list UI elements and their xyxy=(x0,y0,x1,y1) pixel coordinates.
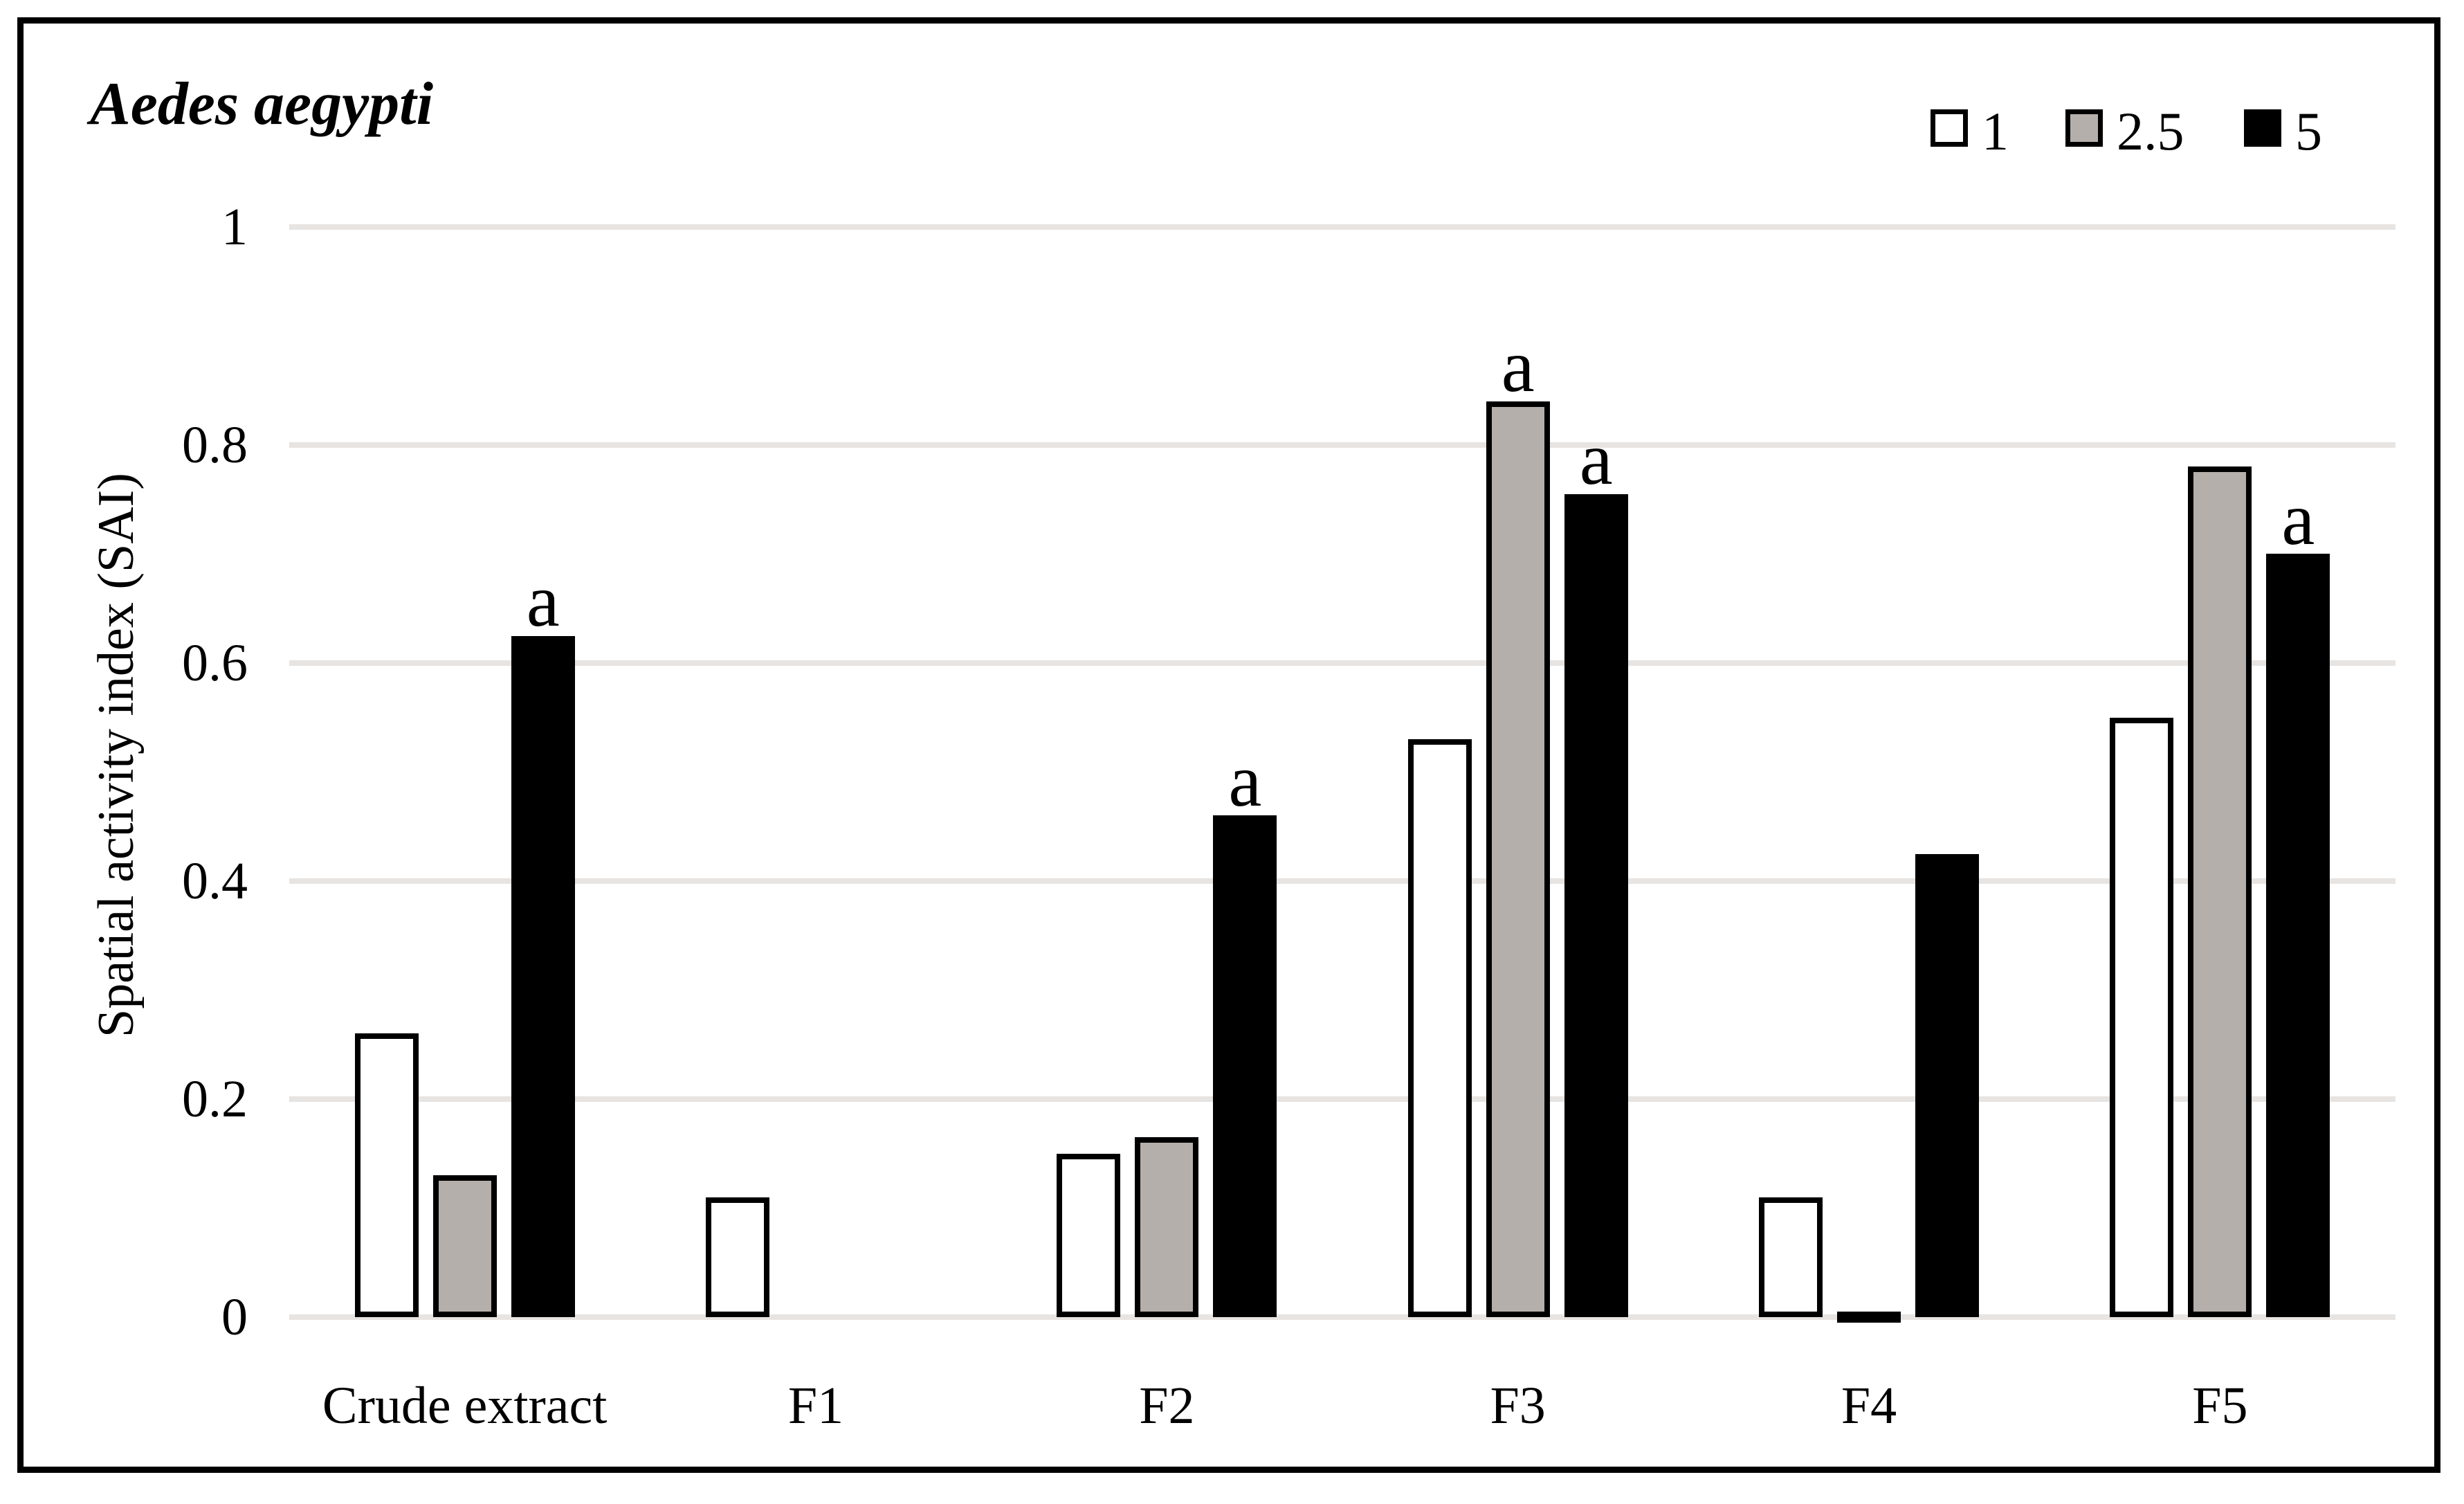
bar-series-1-f5 xyxy=(2110,718,2174,1317)
x-category-label: F5 xyxy=(2192,1377,2248,1435)
gridline xyxy=(289,1096,2395,1102)
significance-letter: a xyxy=(1501,325,1535,408)
y-tick-label: 0.6 xyxy=(182,634,248,692)
bar-series-5-crude-extract xyxy=(511,636,575,1317)
gridline xyxy=(289,224,2395,230)
chart-title: Aedes aegypti xyxy=(90,71,434,138)
bar-series-1-f1 xyxy=(706,1197,769,1317)
significance-letter: a xyxy=(2281,478,2315,561)
bar-series-2.5-f4 xyxy=(1837,1312,1901,1323)
gridline xyxy=(289,878,2395,884)
bar-series-5-f4 xyxy=(1915,854,1979,1317)
x-category-label: Crude extract xyxy=(322,1377,608,1435)
significance-letter: a xyxy=(1228,739,1262,822)
y-tick-label: 0.8 xyxy=(182,416,248,474)
legend-label: 2.5 xyxy=(2117,101,2184,161)
legend-label: 5 xyxy=(2295,101,2322,161)
gridline xyxy=(289,660,2395,666)
bar-series-5-f5 xyxy=(2266,554,2330,1317)
legend-swatch-gray xyxy=(2065,109,2103,147)
x-category-label: F1 xyxy=(787,1377,844,1435)
bar-series-5-f2 xyxy=(1213,815,1277,1317)
y-tick-label: 0.2 xyxy=(182,1070,248,1128)
legend-swatch-white xyxy=(1931,109,1968,147)
significance-letter: a xyxy=(1579,417,1613,500)
legend-swatch-black xyxy=(2244,109,2281,147)
bar-series-2.5-crude-extract xyxy=(432,1175,497,1317)
bar-series-2.5-f3 xyxy=(1486,401,1550,1317)
bar-series-1-f2 xyxy=(1057,1154,1121,1317)
x-category-label: F3 xyxy=(1490,1377,1546,1435)
bar-series-2.5-f2 xyxy=(1135,1137,1199,1317)
y-tick-label: 1 xyxy=(221,198,248,256)
bar-series-1-f3 xyxy=(1407,739,1472,1317)
y-tick-label: 0.4 xyxy=(182,852,248,910)
bar-series-5-f3 xyxy=(1564,494,1628,1317)
x-category-label: F4 xyxy=(1841,1377,1897,1435)
x-category-label: F2 xyxy=(1139,1377,1195,1435)
y-axis-title: Spatial activity index (SAI) xyxy=(88,473,145,1038)
y-tick-label: 0 xyxy=(221,1288,248,1346)
gridline xyxy=(289,1314,2395,1320)
bar-series-2.5-f5 xyxy=(2188,466,2252,1317)
bar-series-1-crude-extract xyxy=(354,1033,419,1317)
gridline xyxy=(289,442,2395,448)
significance-letter: a xyxy=(526,559,560,642)
bar-series-1-f4 xyxy=(1759,1197,1823,1317)
legend-label: 1 xyxy=(1982,101,2009,161)
